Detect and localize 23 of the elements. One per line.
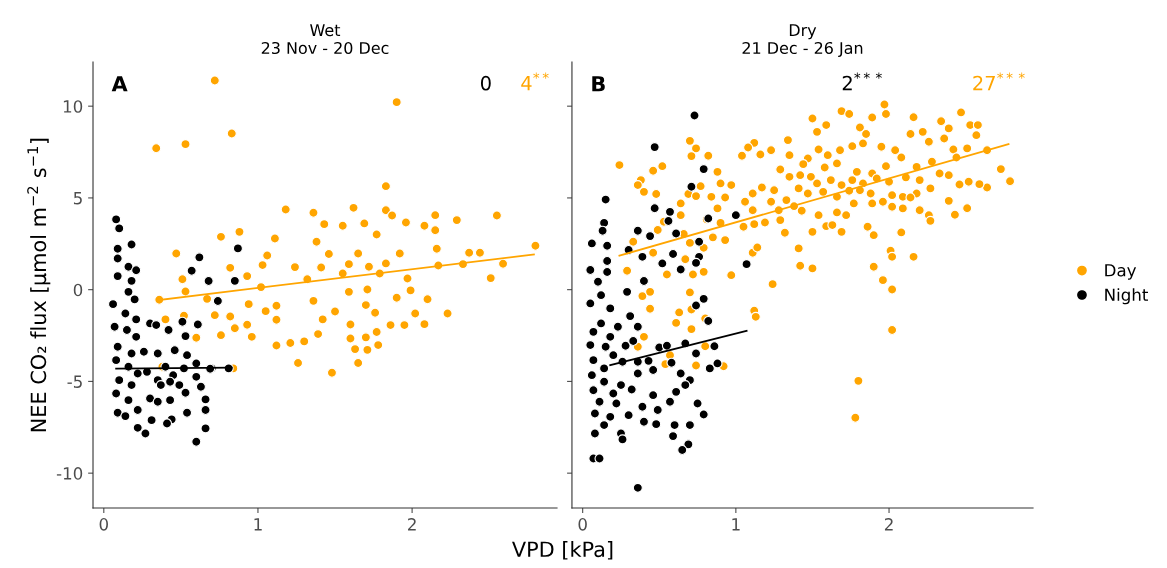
chart-title: Wet 23 Nov - 20 Dec bbox=[261, 24, 389, 55]
x-tick-label: 2 bbox=[408, 518, 416, 531]
annotation: 4$^{**}$ bbox=[521, 72, 549, 91]
x-tick-label: 1 bbox=[732, 518, 740, 531]
y-tick-label: 0 bbox=[73, 283, 83, 297]
x-axis-title: VPD [kPa] bbox=[512, 541, 613, 560]
annotation: B bbox=[592, 76, 605, 92]
annotation: 27$^{***}$ bbox=[973, 72, 1025, 91]
y-tick-label: 5 bbox=[73, 192, 82, 205]
y-tick-label: -10 bbox=[56, 467, 83, 480]
chart-title: Dry 21 Dec - 26 Jan bbox=[742, 24, 863, 57]
annotation: A bbox=[111, 76, 128, 92]
y-axis-title: NEE CO₂ flux [µmol m$^{−2}$ s$^{−1}$] bbox=[27, 138, 51, 432]
x-tick-label: 0 bbox=[578, 518, 587, 531]
annotation: 0 bbox=[480, 75, 491, 91]
legend-label: Day bbox=[1105, 264, 1137, 280]
legend-label: Night bbox=[1105, 288, 1149, 305]
x-tick-label: 2 bbox=[884, 518, 893, 531]
annotation: 2$^{***}$ bbox=[842, 72, 882, 91]
x-tick-label: 1 bbox=[254, 518, 262, 531]
y-tick-label: 10 bbox=[63, 100, 83, 113]
y-tick-label: -5 bbox=[67, 375, 82, 388]
x-tick-label: 0 bbox=[99, 518, 108, 531]
